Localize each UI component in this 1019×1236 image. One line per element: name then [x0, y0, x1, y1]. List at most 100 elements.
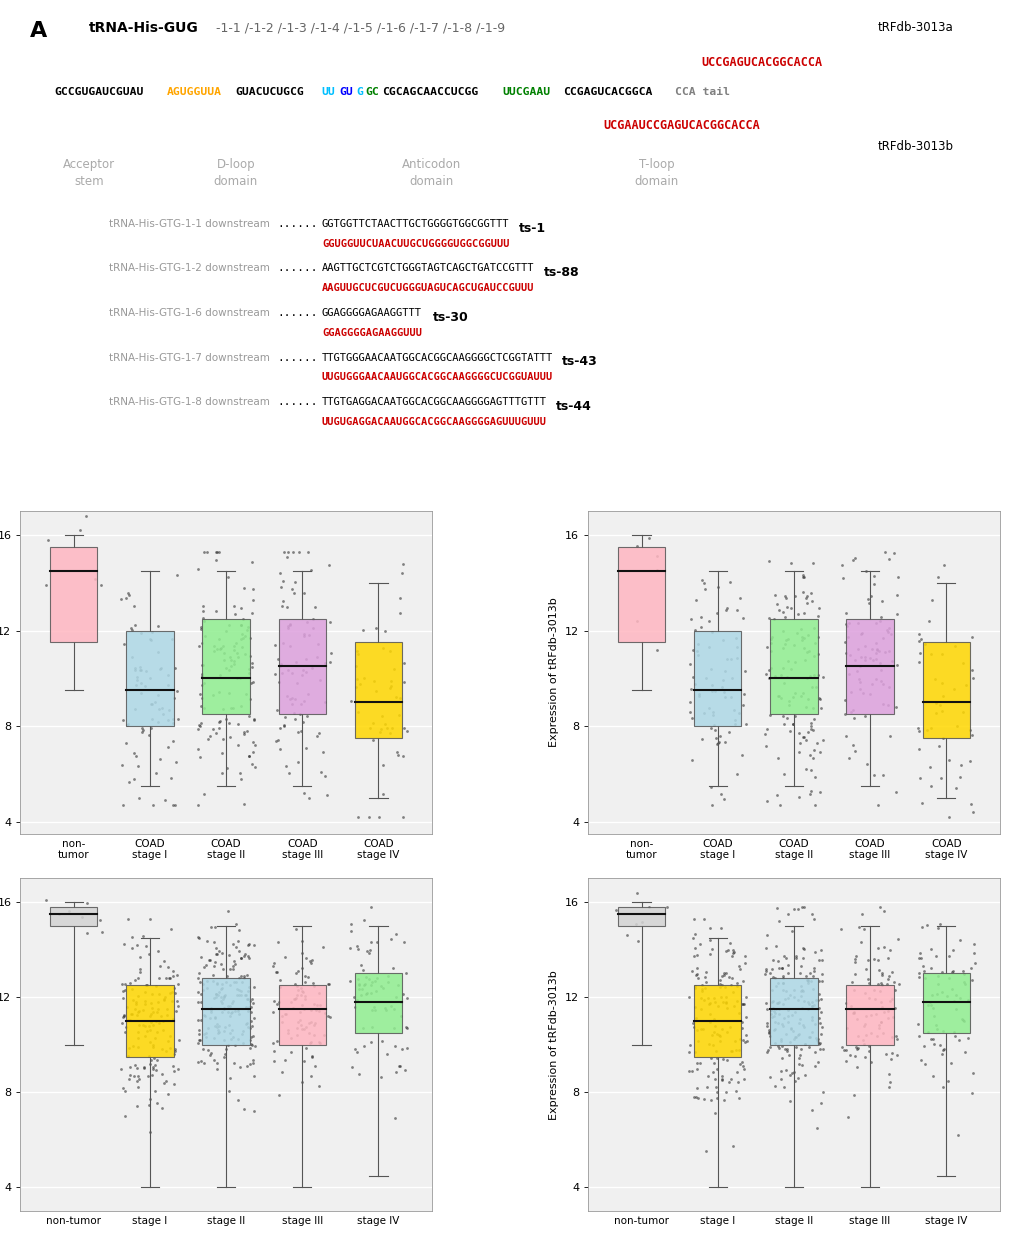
Point — [236, 644, 253, 664]
Point — [909, 1015, 925, 1035]
Point — [391, 1056, 408, 1075]
Point — [757, 1014, 773, 1033]
Point — [126, 659, 143, 679]
Point — [246, 1065, 262, 1085]
Point — [364, 730, 380, 750]
Point — [361, 718, 377, 738]
Point — [150, 941, 166, 960]
Point — [929, 735, 946, 755]
Point — [701, 1012, 717, 1032]
Point — [950, 1030, 966, 1049]
Point — [682, 654, 698, 674]
Point — [687, 997, 703, 1017]
Point — [277, 1004, 293, 1023]
Point — [795, 981, 811, 1001]
Point — [789, 899, 805, 918]
Point — [800, 641, 816, 661]
Point — [245, 578, 261, 598]
Point — [706, 1069, 722, 1089]
Point — [394, 554, 411, 574]
Point — [240, 948, 257, 968]
Point — [288, 651, 305, 671]
Point — [855, 1035, 871, 1054]
Point — [197, 625, 213, 645]
Point — [794, 1016, 810, 1036]
Point — [687, 938, 703, 958]
Point — [766, 1012, 783, 1032]
Point — [207, 550, 223, 570]
Point — [142, 1122, 158, 1142]
Point — [297, 971, 313, 991]
Point — [714, 671, 731, 691]
Point — [713, 1067, 730, 1086]
Point — [118, 733, 135, 753]
Point — [286, 708, 303, 728]
Point — [226, 954, 243, 974]
Point — [160, 968, 176, 988]
Point — [783, 1005, 799, 1025]
Point — [229, 714, 246, 734]
Point — [711, 1026, 728, 1046]
Point — [805, 740, 821, 760]
Point — [78, 923, 95, 943]
Point — [199, 971, 215, 991]
Point — [684, 1060, 700, 1080]
Point — [154, 1099, 170, 1119]
Point — [780, 1001, 796, 1021]
Point — [207, 1006, 223, 1026]
Point — [167, 1001, 183, 1021]
Point — [203, 1002, 219, 1022]
Point — [79, 892, 96, 912]
Point — [363, 973, 379, 993]
Point — [707, 1042, 723, 1062]
Point — [912, 948, 928, 968]
Point — [767, 976, 784, 996]
Point — [837, 644, 853, 664]
Point — [804, 721, 820, 740]
Point — [848, 946, 864, 965]
Point — [910, 632, 926, 651]
Point — [735, 1069, 751, 1089]
Point — [787, 947, 803, 967]
Text: GGTGGTTCTAACTTGCTGGGGTGGCGGTTT: GGTGGTTCTAACTTGCTGGGGTGGCGGTTT — [322, 219, 510, 229]
Point — [342, 921, 359, 941]
Point — [238, 1056, 255, 1075]
Point — [800, 1037, 816, 1057]
Point — [298, 1017, 314, 1037]
Text: D-loop
domain: D-loop domain — [214, 158, 258, 188]
Point — [162, 983, 178, 1002]
Point — [879, 1077, 896, 1096]
Point — [210, 1022, 226, 1042]
Point — [685, 1088, 701, 1107]
Point — [299, 967, 315, 986]
Point — [164, 991, 180, 1011]
Point — [156, 990, 172, 1010]
Point — [319, 785, 335, 805]
Point — [242, 747, 258, 766]
Point — [164, 965, 180, 985]
Point — [245, 590, 261, 609]
Point — [272, 577, 288, 597]
Point — [211, 983, 227, 1002]
Point — [143, 1051, 159, 1070]
Point — [159, 1006, 175, 1026]
Point — [246, 1101, 262, 1121]
Point — [845, 1004, 861, 1023]
Text: AAGUUGCUCGUCUGGGUAGUCAGCUGAUCCGUUU: AAGUUGCUCGUCUGGGUAGUCAGCUGAUCCGUUU — [322, 283, 534, 293]
FancyBboxPatch shape — [922, 974, 969, 1033]
Point — [890, 567, 906, 587]
Point — [953, 1009, 969, 1028]
Point — [798, 586, 814, 606]
Point — [683, 708, 699, 728]
Point — [763, 980, 780, 1000]
Point — [145, 1058, 161, 1078]
Text: UUGUGAGGACAAUGGCACGGCAAGGGGAGUUUGUUU: UUGUGAGGACAAUGGCACGGCAAGGGGAGUUUGUUU — [322, 417, 546, 426]
Point — [142, 1021, 158, 1041]
Point — [787, 587, 803, 607]
Point — [113, 590, 129, 609]
Point — [127, 993, 144, 1012]
Point — [799, 970, 815, 990]
Point — [155, 1011, 171, 1031]
Point — [926, 947, 943, 967]
Point — [224, 1001, 240, 1021]
